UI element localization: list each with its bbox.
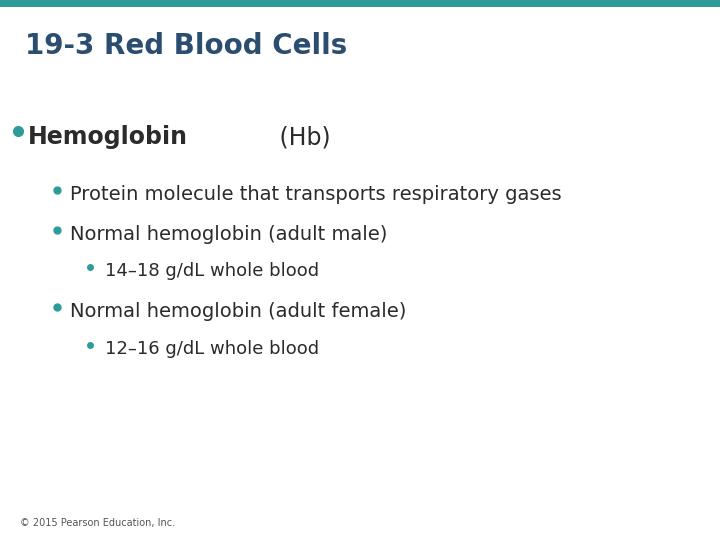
Text: 19-3 Red Blood Cells: 19-3 Red Blood Cells [25, 32, 347, 60]
Text: Hemoglobin: Hemoglobin [28, 125, 188, 149]
Bar [0, 0, 720, 7]
Text: 14–18 g/dL whole blood: 14–18 g/dL whole blood [105, 262, 319, 280]
Text: Normal hemoglobin (adult female): Normal hemoglobin (adult female) [70, 302, 406, 321]
Text: (Hb): (Hb) [271, 125, 330, 149]
Text: © 2015 Pearson Education, Inc.: © 2015 Pearson Education, Inc. [20, 518, 175, 528]
Text: Protein molecule that transports respiratory gases: Protein molecule that transports respira… [70, 185, 562, 204]
Text: Hemoglobin: Hemoglobin [28, 125, 188, 149]
Text: Normal hemoglobin (adult male): Normal hemoglobin (adult male) [70, 225, 387, 244]
Text: 12–16 g/dL whole blood: 12–16 g/dL whole blood [105, 340, 319, 358]
